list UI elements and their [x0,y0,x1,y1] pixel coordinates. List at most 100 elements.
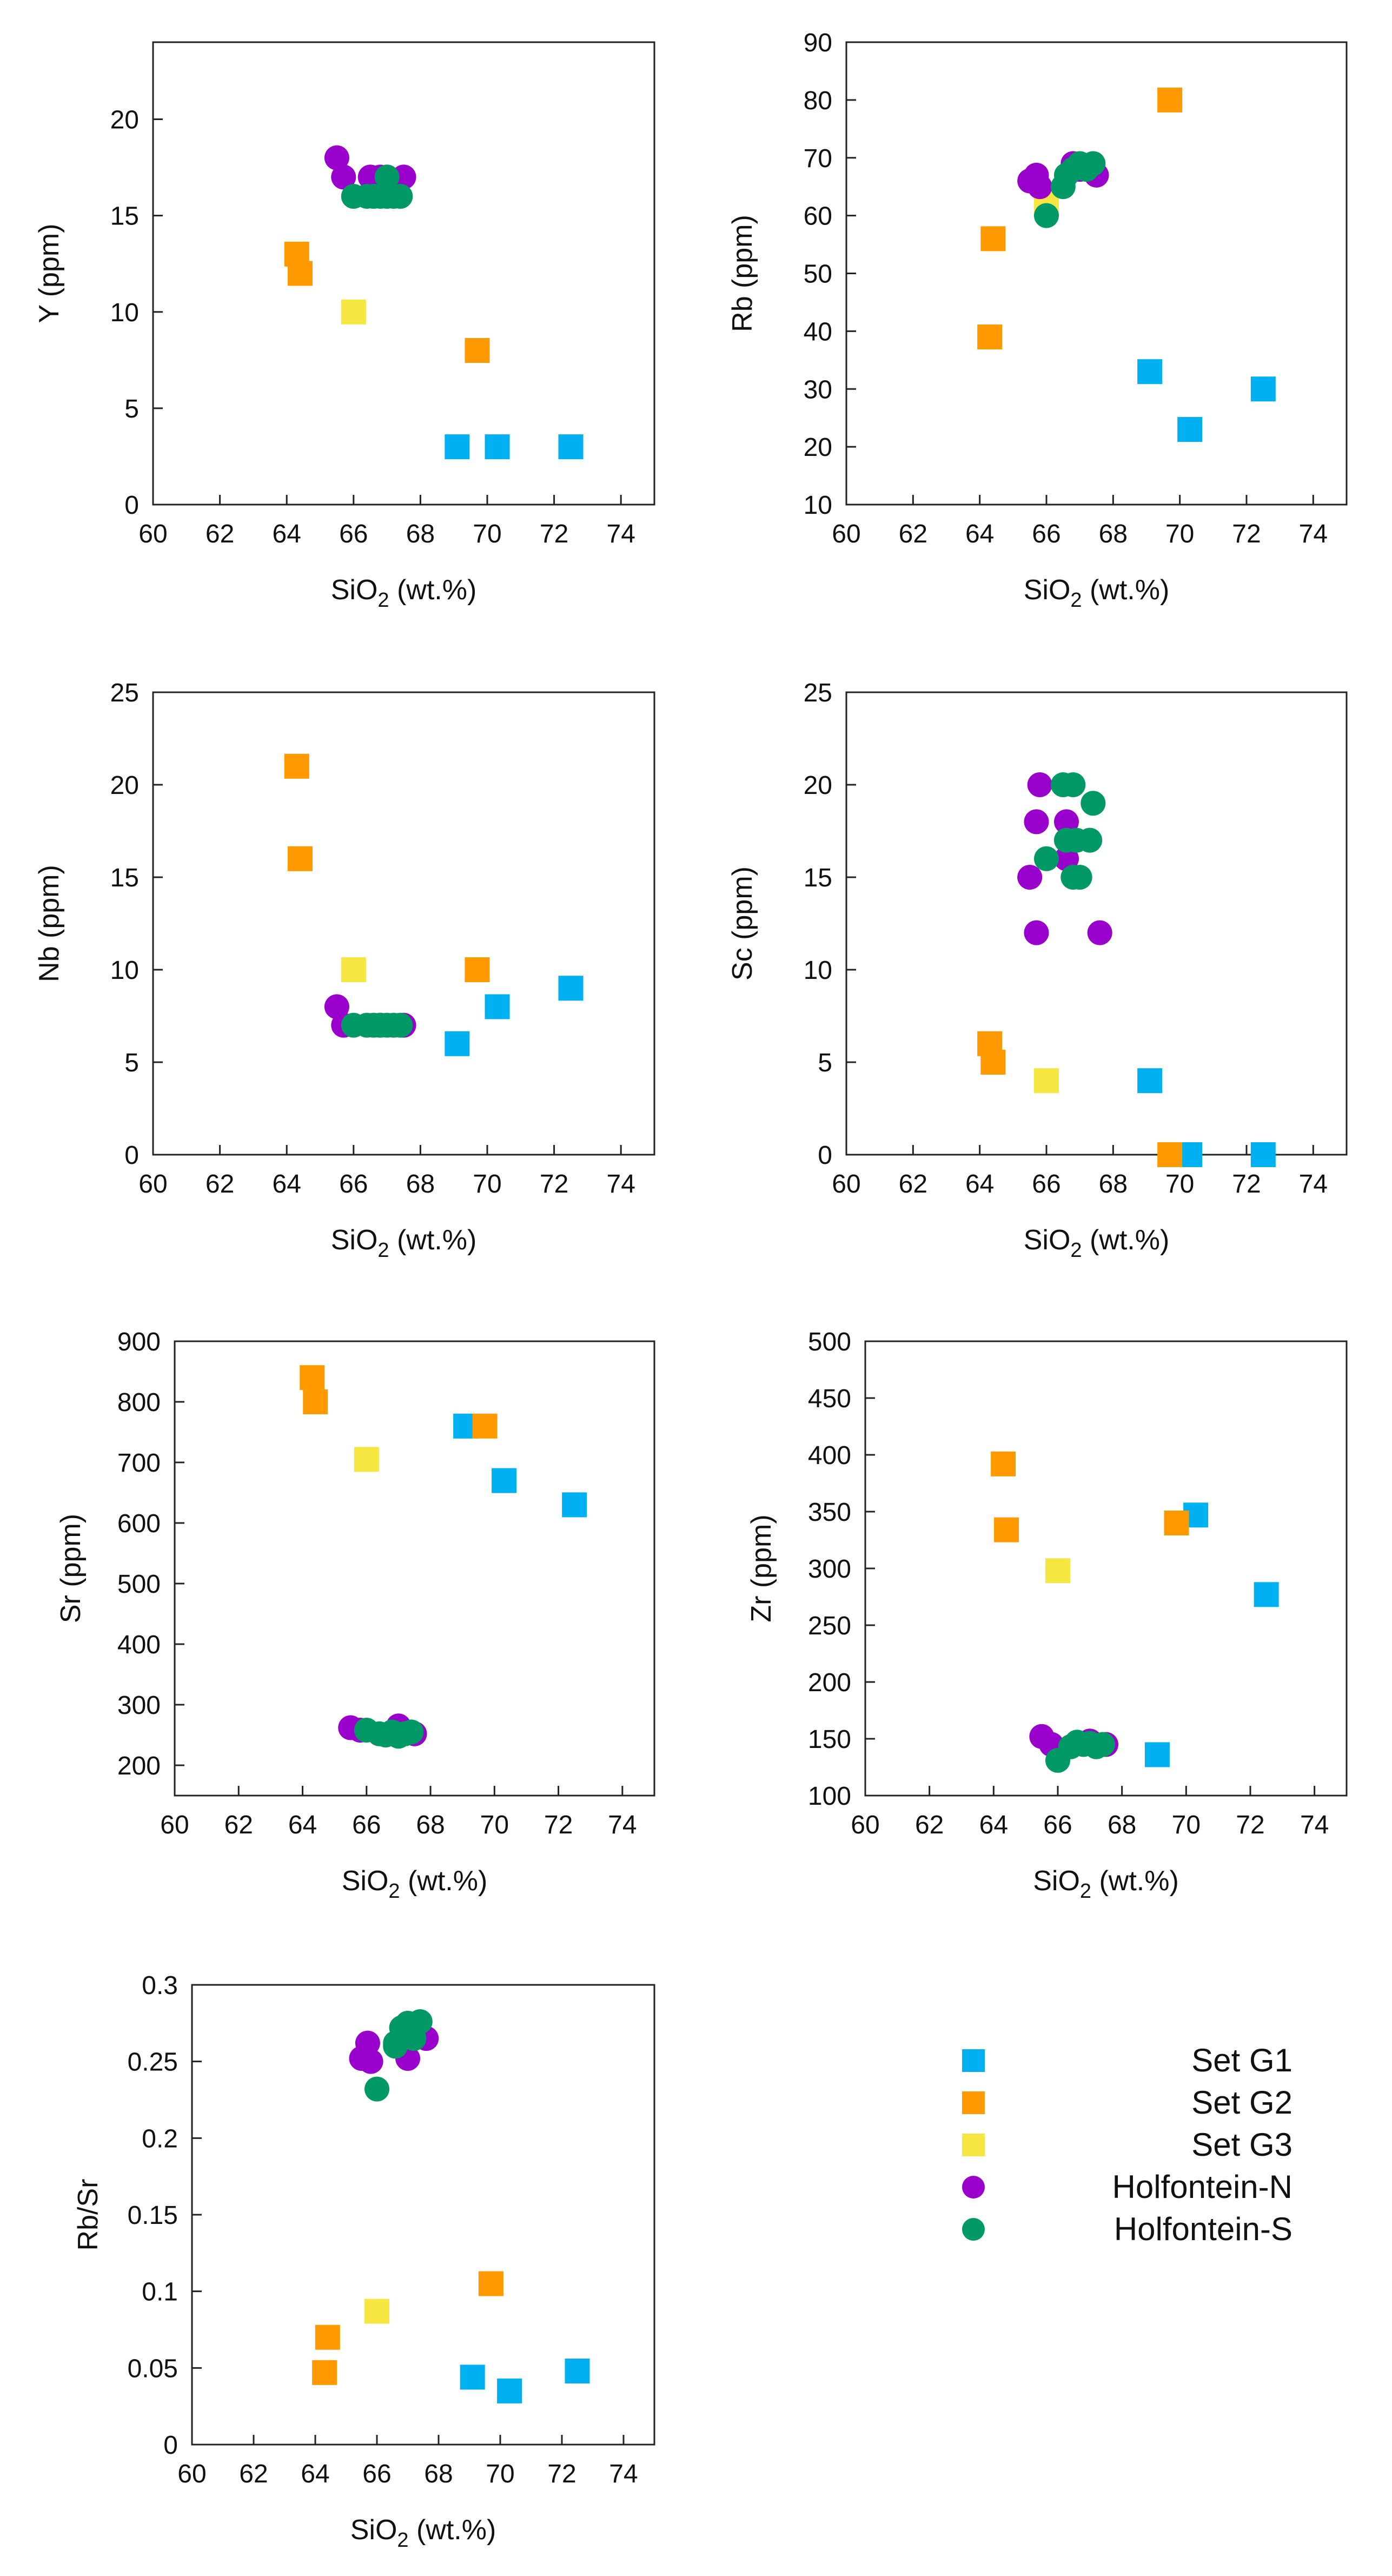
series-set-g2 [977,1031,1183,1167]
data-point [1177,417,1203,442]
data-point [565,2359,590,2383]
data-point [303,1389,328,1414]
plot-frame [152,691,655,1156]
data-point [284,753,309,779]
y-axis-label: Sc (ppm) [727,866,758,981]
series-set-g2 [300,1365,498,1439]
x-tick-label: 60 [177,2460,206,2488]
x-tick-label: 64 [965,520,994,548]
y-tick-label: 25 [804,679,832,707]
x-tick-label: 72 [1236,1811,1264,1839]
data-point [460,2365,485,2390]
data-point [287,261,313,286]
data-point [465,957,490,982]
x-tick-label: 72 [544,1811,573,1839]
data-point [1250,1142,1276,1167]
x-tick-label: 62 [899,520,927,548]
data-point [1081,791,1106,816]
y-tick-label: 350 [808,1498,851,1527]
y-tick-label: 0.05 [128,2354,178,2383]
data-point [355,2030,380,2056]
series-holfontein-s [364,2009,433,2102]
data-point [1017,865,1043,890]
data-point [558,976,584,1001]
x-tick-label: 72 [1232,520,1261,548]
y-tick-label: 10 [804,491,832,520]
y-tick-label: 450 [808,1385,851,1413]
data-point [977,325,1003,350]
data-point [445,1031,470,1056]
x-tick-label: 68 [1099,520,1128,548]
y-axis-label: Rb (ppm) [727,215,758,332]
chart-panel-6: 60 62 64 66 68 70 72 74 100 150 200 250 300 350 400 450… [746,1328,1348,1903]
x-tick-label: 60 [832,520,860,548]
y-tick-label: 5 [818,1049,832,1077]
data-point [1045,1558,1070,1584]
x-tick-label: 64 [965,1170,994,1198]
y-tick-label: 400 [117,1631,161,1659]
series-set-g2 [284,241,490,363]
data-point [492,1468,517,1493]
y-tick-label: 15 [110,864,139,892]
y-tick-label: 60 [804,202,832,231]
legend-label: Holfontein-S [1114,2211,1292,2247]
legend-marker [962,2134,985,2156]
y-tick-label: 15 [804,864,832,892]
series-set-g2 [284,753,490,982]
x-axis-label: SiO2 (wt.%) [1024,1224,1170,1262]
x-tick-label: 62 [899,1170,927,1198]
y-tick-label: 5 [124,1049,139,1077]
series-holfontein-s [341,164,413,209]
y-tick-label: 20 [110,106,139,135]
x-tick-label: 62 [915,1811,944,1839]
y-tick-label: 20 [110,771,139,800]
legend-label: Set G3 [1191,2127,1292,2163]
data-point [1090,1732,1116,1757]
legend-marker [962,2091,985,2114]
legend-entry: Set G2 [962,2084,1292,2121]
x-tick-label: 72 [540,1170,568,1198]
x-tick-label: 66 [1032,1170,1060,1198]
y-tick-label: 800 [117,1388,161,1417]
x-tick-label: 66 [339,520,368,548]
y-axis-label: Sr (ppm) [55,1514,87,1623]
legend-marker [962,2049,985,2072]
x-tick-label: 60 [160,1811,189,1839]
plot-frame [174,1340,655,1797]
y-tick-label: 70 [804,144,832,173]
x-tick-label: 66 [352,1811,381,1839]
x-tick-label: 68 [424,2460,453,2488]
data-point [994,1517,1019,1542]
y-tick-label: 500 [117,1570,161,1599]
y-tick-label: 20 [804,433,832,462]
y-tick-label: 200 [808,1668,851,1697]
legend-entry: Holfontein-S [962,2211,1292,2247]
x-tick-label: 64 [273,520,301,548]
x-tick-label: 70 [480,1811,509,1839]
x-tick-label: 62 [206,520,234,548]
data-point [485,434,510,460]
x-tick-label: 60 [851,1811,879,1839]
x-tick-label: 72 [1232,1170,1261,1198]
legend-label: Set G2 [1191,2084,1292,2121]
chart-panel-4: 60 62 64 66 68 70 72 74 0 5 10 15 20 25 SiO2 (wt.%) Sc … [727,679,1348,1262]
y-tick-label: 300 [117,1691,161,1720]
y-axis-label: Rb/Sr [72,2179,104,2251]
x-axis-label: SiO2 (wt.%) [342,1865,488,1903]
data-point [1027,772,1052,797]
data-point [1157,87,1183,112]
series-set-g1 [1137,359,1276,442]
chart-panel-1: 60 62 64 66 68 70 72 74 0 5 10 15 20 SiO2 (wt.%) Y (pp… [34,41,655,612]
data-point [497,2378,522,2403]
x-tick-label: 64 [288,1811,317,1839]
data-point [1137,1068,1163,1094]
series-set-g3 [1034,1068,1059,1094]
data-point [1024,809,1049,835]
chart-panel-7: 60 62 64 66 68 70 72 74 0 0.05 0.1 0.15 0.2 0.25 0.3 Si… [72,1971,655,2552]
series-set-g3 [1045,1558,1070,1584]
x-tick-label: 60 [832,1170,860,1198]
y-tick-label: 5 [124,395,139,423]
x-tick-label: 64 [273,1170,301,1198]
data-point [388,184,413,209]
series-holfontein-n [1017,772,1112,945]
